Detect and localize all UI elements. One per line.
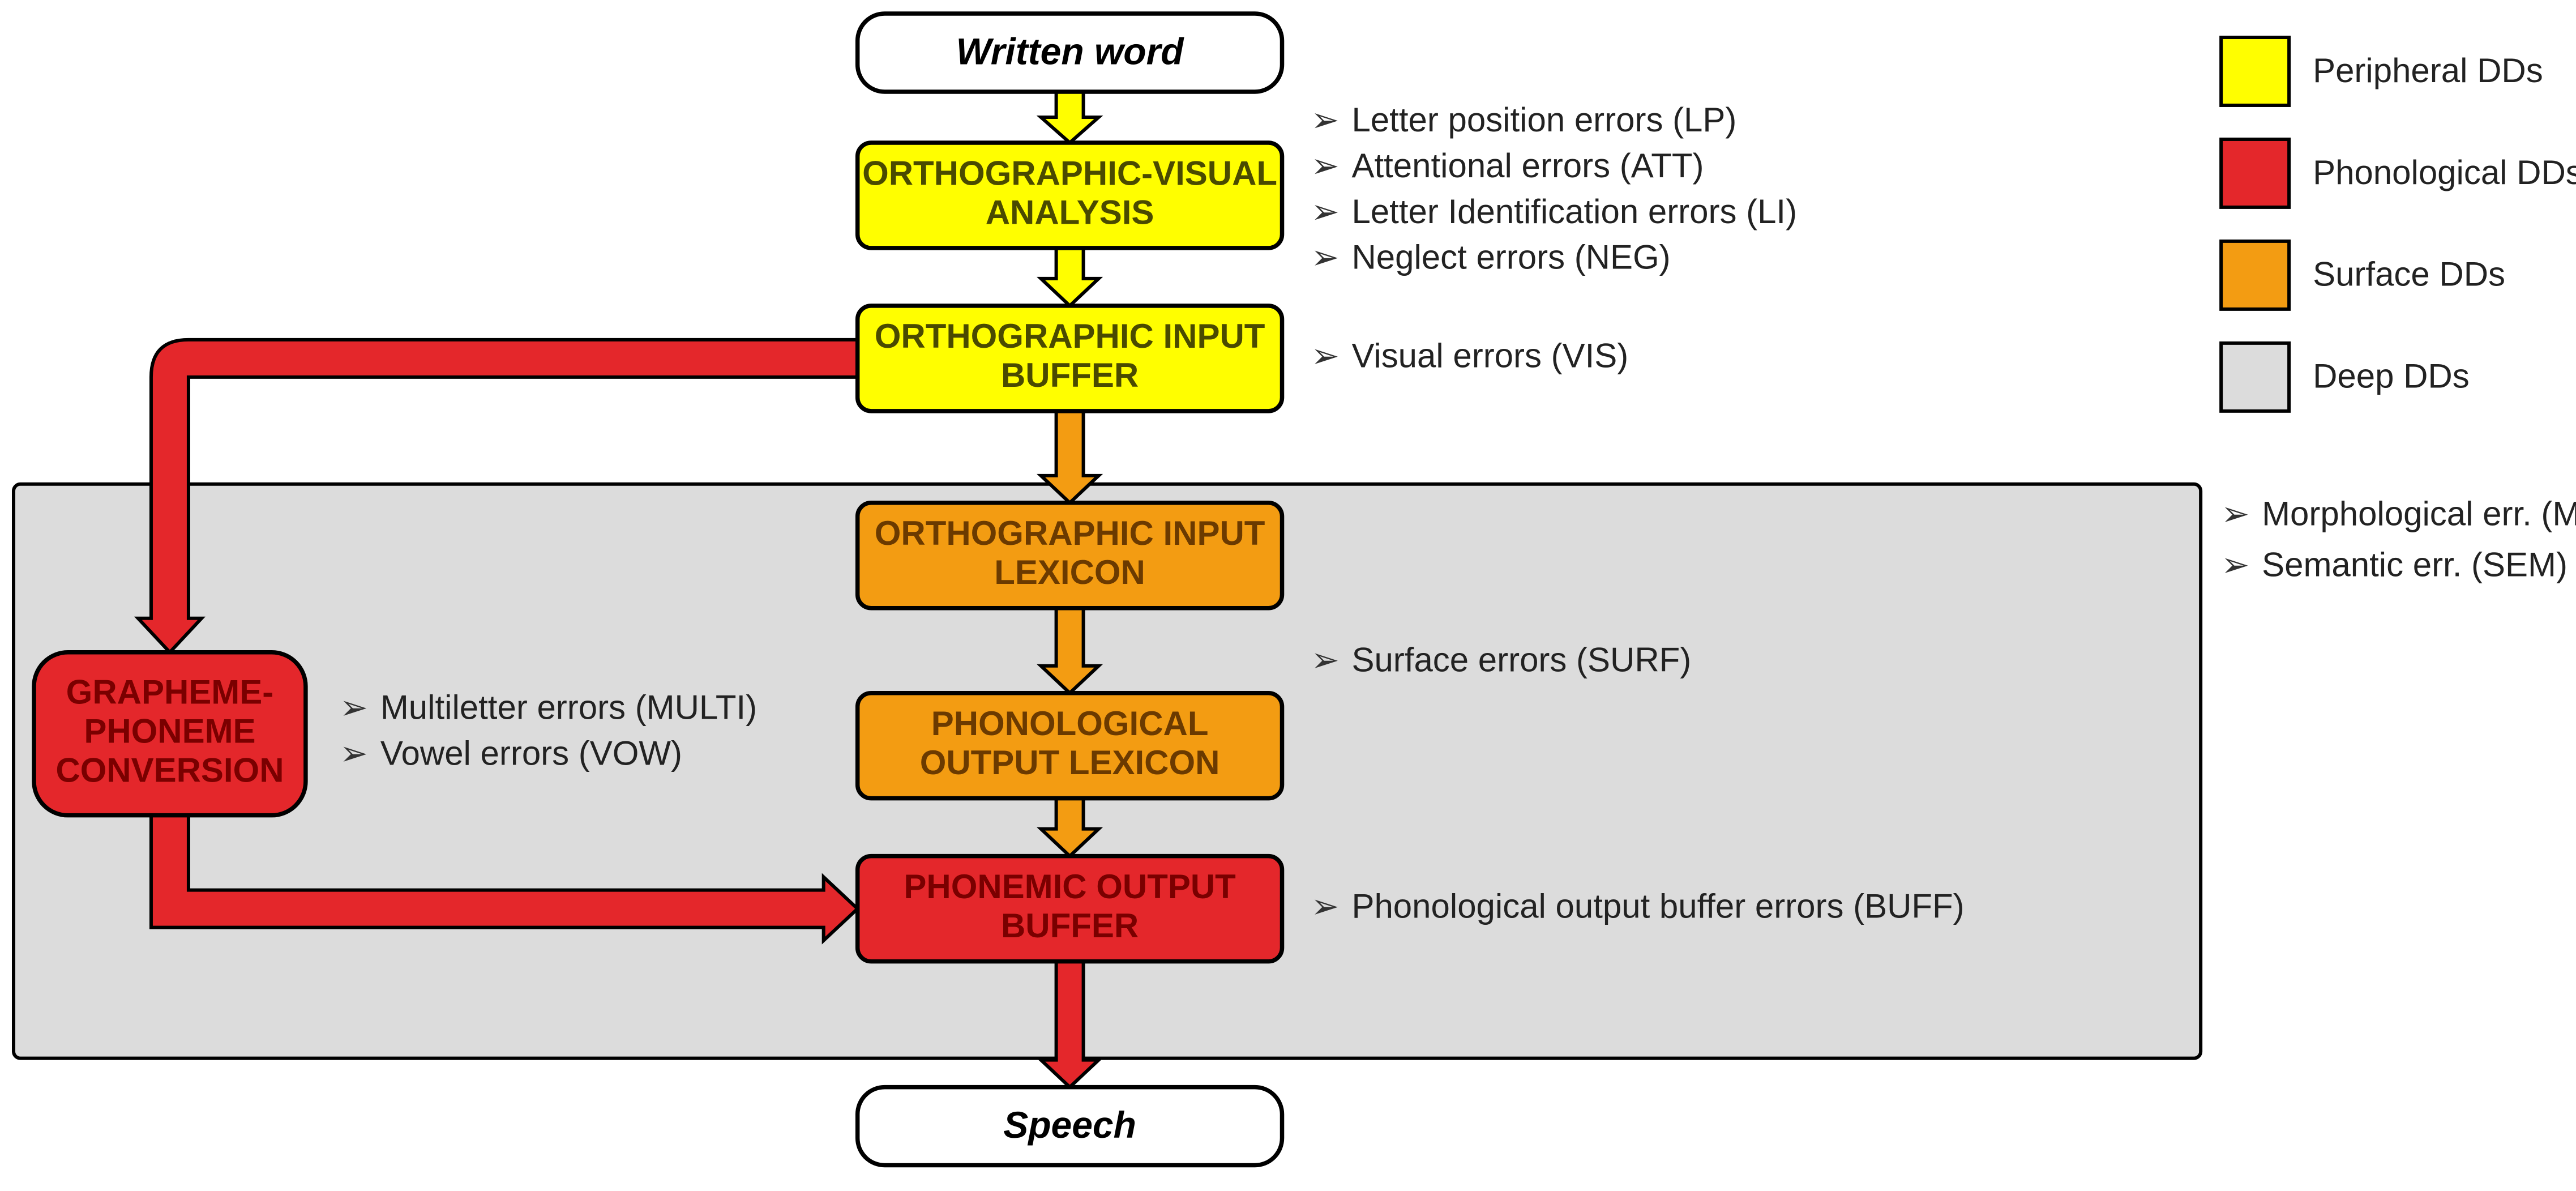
bullet-deep-marker-0: ➢ [2221, 495, 2249, 533]
bullet-ova-marker-3: ➢ [1311, 238, 1339, 276]
node-gpc-line0: GRAPHEME- [66, 673, 274, 711]
node-oib-line1: BUFFER [1001, 356, 1139, 394]
node-ova-line0: ORTHOGRAPHIC-VISUAL [862, 154, 1277, 192]
node-speech: Speech [858, 1087, 1282, 1166]
node-gpc: GRAPHEME-PHONEMECONVERSION [34, 652, 306, 816]
bullet-pob-marker-0: ➢ [1311, 887, 1339, 925]
bullet-gpc-marker-0: ➢ [340, 689, 368, 727]
legend-label-2: Surface DDs [2313, 255, 2505, 293]
bullet-ova-3: Neglect errors (NEG) [1351, 238, 1670, 276]
bullet-ova-marker-2: ➢ [1311, 193, 1339, 230]
node-oil-line1: LEXICON [994, 553, 1145, 591]
node-gpc-line2: CONVERSION [55, 752, 284, 789]
bullet-ova-0: Letter position errors (LP) [1351, 101, 1736, 139]
node-pob: PHONEMIC OUTPUTBUFFER [858, 856, 1282, 962]
node-pol-line0: PHONOLOGICAL [931, 705, 1209, 742]
legend-swatch-0 [2221, 37, 2289, 105]
flowchart-diagram: Written wordORTHOGRAPHIC-VISUALANALYSISO… [0, 0, 2576, 1191]
bullet-gpc-marker-1: ➢ [340, 735, 368, 772]
bullet-gpc-0: Multiletter errors (MULTI) [380, 689, 757, 727]
node-speech-label: Speech [1003, 1104, 1136, 1146]
bullet-ova-1: Attentional errors (ATT) [1351, 147, 1704, 185]
node-ova: ORTHOGRAPHIC-VISUALANALYSIS [858, 143, 1282, 248]
legend-swatch-1 [2221, 139, 2289, 207]
legend-label-1: Phonological DDs [2313, 153, 2576, 191]
bullet-deep-marker-1: ➢ [2221, 546, 2249, 584]
node-written: Written word [858, 14, 1282, 92]
node-oib: ORTHOGRAPHIC INPUTBUFFER [858, 306, 1282, 411]
bullet-mid-0: Surface errors (SURF) [1351, 641, 1691, 679]
node-pob-line1: BUFFER [1001, 907, 1139, 945]
node-ova-line1: ANALYSIS [986, 193, 1154, 231]
node-gpc-line1: PHONEME [84, 712, 255, 750]
bullet-oib-0: Visual errors (VIS) [1351, 337, 1628, 375]
bullet-pob-0: Phonological output buffer errors (BUFF) [1351, 887, 1964, 925]
legend-label-0: Peripheral DDs [2313, 52, 2543, 89]
node-oil: ORTHOGRAPHIC INPUTLEXICON [858, 503, 1282, 608]
bullet-mid-marker-0: ➢ [1311, 641, 1339, 679]
legend-swatch-3 [2221, 343, 2289, 411]
node-oib-line0: ORTHOGRAPHIC INPUT [875, 317, 1265, 355]
node-written-label: Written word [956, 30, 1185, 72]
node-pol: PHONOLOGICALOUTPUT LEXICON [858, 693, 1282, 799]
node-pol-line1: OUTPUT LEXICON [920, 744, 1220, 782]
legend-label-3: Deep DDs [2313, 357, 2470, 395]
bullet-deep-0: Morphological err. (MORPH) [2262, 495, 2576, 533]
legend-swatch-2 [2221, 241, 2289, 309]
node-oil-line0: ORTHOGRAPHIC INPUT [875, 514, 1265, 552]
bullet-ova-marker-0: ➢ [1311, 101, 1339, 139]
node-pob-line0: PHONEMIC OUTPUT [904, 868, 1235, 906]
bullet-ova-2: Letter Identification errors (LI) [1351, 193, 1797, 230]
bullet-gpc-1: Vowel errors (VOW) [380, 735, 682, 772]
bullet-deep-1: Semantic err. (SEM) [2262, 546, 2568, 584]
bullet-ova-marker-1: ➢ [1311, 147, 1339, 185]
bullet-oib-marker-0: ➢ [1311, 337, 1339, 375]
